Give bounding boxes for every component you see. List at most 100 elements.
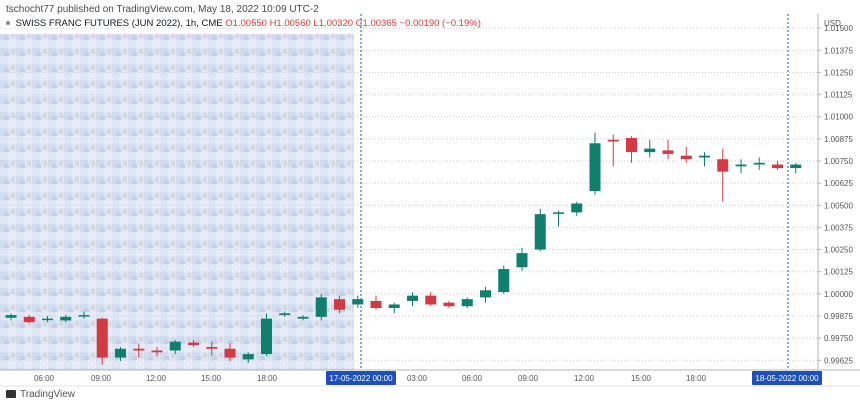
candle-body: [78, 315, 90, 317]
tradingview-logo[interactable]: TradingView: [6, 389, 75, 400]
y-tick-label: 1.00125: [824, 268, 853, 277]
candle: [480, 286, 491, 303]
candle-body: [224, 348, 236, 358]
candle-body: [735, 164, 747, 167]
y-tick-label: 1.01375: [824, 46, 853, 55]
candle-body: [516, 253, 528, 268]
candle: [607, 134, 619, 167]
status-dot-icon: [6, 21, 10, 26]
x-tick-label: 12:00: [574, 374, 595, 383]
candle-body: [151, 350, 163, 353]
time-axis: 06:00 09:00 12:00 15:00 18:00 03:00 06:00 09:00…: [0, 369, 860, 387]
candle: [78, 311, 90, 319]
y-tick-label: 1.00250: [824, 246, 853, 255]
candle-body: [644, 148, 656, 153]
date-marker-label: 17-05-2022 00:00: [329, 374, 393, 383]
candle: [352, 295, 364, 309]
candle: [96, 317, 108, 365]
candle: [133, 343, 145, 358]
x-tick-label: 09:00: [518, 374, 539, 383]
candle-body: [407, 295, 418, 301]
candle: [717, 148, 729, 202]
ohlc-values: O1.00550 H1.00560 L1.00320 C1.00365 −0.0…: [225, 18, 481, 29]
candle-body: [607, 139, 619, 142]
candle: [662, 139, 674, 160]
candle: [534, 208, 546, 252]
x-tick-label: 15:00: [201, 374, 222, 383]
y-tick-label: 1.01250: [824, 68, 853, 77]
x-tick-label: 12:00: [146, 374, 167, 383]
candle-body: [297, 316, 309, 319]
y-tick-label: 1.00875: [824, 135, 853, 144]
candle: [626, 136, 637, 163]
date-marker-box: [326, 371, 396, 385]
candle-body: [461, 299, 473, 307]
publisher-line: tschocht77 published on TradingView.com,…: [6, 4, 319, 15]
candle-body: [370, 300, 382, 309]
branding-text: TradingView: [20, 389, 76, 400]
candle: [388, 302, 400, 314]
candle: [151, 346, 163, 356]
candle-body: [261, 318, 272, 355]
date-marker: 17-05-2022 00:00: [326, 371, 396, 385]
candle-body: [23, 316, 35, 323]
y-tick-label: 1.00500: [824, 201, 853, 210]
candle-body: [96, 318, 108, 358]
candle: [516, 247, 528, 271]
candle: [5, 313, 17, 321]
candle: [553, 210, 564, 227]
candle: [589, 132, 601, 195]
candle: [699, 152, 710, 167]
y-tick-label: 0.99625: [824, 356, 853, 365]
candle-body: [480, 290, 491, 298]
y-tick-label: 1.00000: [824, 290, 853, 299]
candle: [735, 159, 747, 174]
candle: [224, 343, 236, 362]
candle-body: [388, 304, 400, 309]
candle-body: [534, 214, 546, 250]
currency-label: USD: [824, 19, 841, 28]
candle-body: [315, 297, 327, 317]
candle: [772, 161, 783, 170]
date-marker-box: [752, 371, 822, 385]
date-marker: 18-05-2022 00:00: [752, 371, 822, 385]
candle: [188, 339, 199, 347]
candle-body: [425, 295, 437, 305]
symbol-name[interactable]: SWISS FRANC FUTURES (JUN 2022), 1h, CME: [15, 18, 223, 29]
candle: [753, 157, 765, 170]
candle-body: [680, 155, 692, 160]
candle-body: [188, 342, 199, 346]
candle-body: [5, 315, 17, 318]
candle: [42, 315, 53, 323]
x-tick-label: 06:00: [462, 374, 483, 383]
candle-body: [242, 354, 254, 360]
symbol-legend: SWISS FRANC FUTURES (JUN 2022), 1h, CME …: [6, 18, 481, 29]
candle: [407, 292, 418, 307]
candle-body: [717, 159, 729, 172]
candle-body: [662, 150, 674, 154]
y-tick-label: 0.99750: [824, 334, 853, 343]
candle: [169, 339, 181, 355]
candle: [571, 201, 583, 216]
candle-body: [790, 164, 802, 169]
price-grid: [0, 14, 818, 370]
candle-body: [334, 299, 345, 310]
candle: [242, 352, 254, 363]
candle: [23, 315, 35, 324]
candle: [461, 297, 473, 309]
candle-body: [115, 348, 126, 358]
candle: [334, 295, 345, 314]
candle-body: [571, 203, 583, 213]
tradingview-logo-icon: [6, 390, 16, 399]
x-tick-label: 15:00: [631, 374, 652, 383]
candle-body: [498, 269, 510, 293]
candle-body: [626, 137, 637, 153]
x-tick-label: 03:00: [407, 374, 428, 383]
candle-body: [772, 164, 783, 169]
y-tick-label: 1.00375: [824, 223, 853, 232]
candle-body: [553, 212, 564, 214]
x-tick-label: 09:00: [91, 374, 112, 383]
